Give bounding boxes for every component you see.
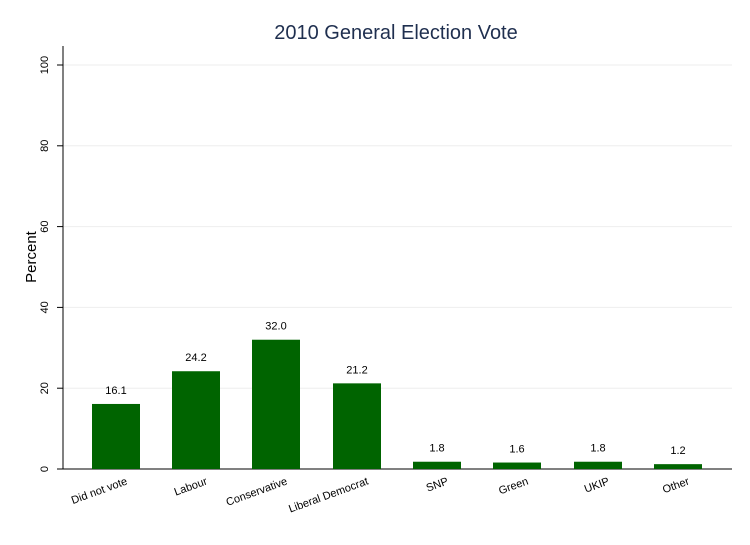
x-tick-label: Other [661,475,691,496]
data-label: 1.8 [590,443,605,455]
data-label: 16.1 [105,385,126,397]
axis-layer: 0 20 40 60 80 100 [39,46,732,472]
x-tick-label: Did not vote [70,476,129,507]
x-tick-label: SNP [425,476,450,495]
x-tick-label: Green [497,476,530,498]
data-label: 21.2 [346,364,367,376]
y-tick-label: 60 [39,220,51,232]
data-label: 32.0 [265,321,286,333]
y-tick-label: 0 [39,466,51,472]
bar-ukip [574,461,622,469]
data-label: 24.2 [185,352,206,364]
bar-did-not-vote [92,403,140,469]
x-tick-label: Liberal Democrat [287,476,370,516]
data-label: 1.2 [670,445,685,457]
bar-liberal-democrat [333,383,381,469]
y-axis-label: Percent [23,230,40,283]
bar-snp [413,461,461,469]
x-tick-label: Conservative [225,476,289,509]
bar-other [654,464,702,469]
grid-layer [63,64,732,389]
bar-green [493,462,541,469]
y-tick-label: 20 [39,382,51,394]
bars-layer [92,339,702,469]
x-tick-label: UKIP [583,476,611,496]
bar-conservative [252,339,300,469]
data-label: 1.8 [429,443,444,455]
chart-title: 2010 General Election Vote [274,22,518,44]
data-label: 1.6 [509,444,524,456]
x-tick-label: Labour [173,475,210,498]
y-tick-label: 100 [39,56,51,74]
y-tick-label: 80 [39,140,51,152]
y-tick-label: 40 [39,301,51,313]
bar-labour [172,371,220,469]
